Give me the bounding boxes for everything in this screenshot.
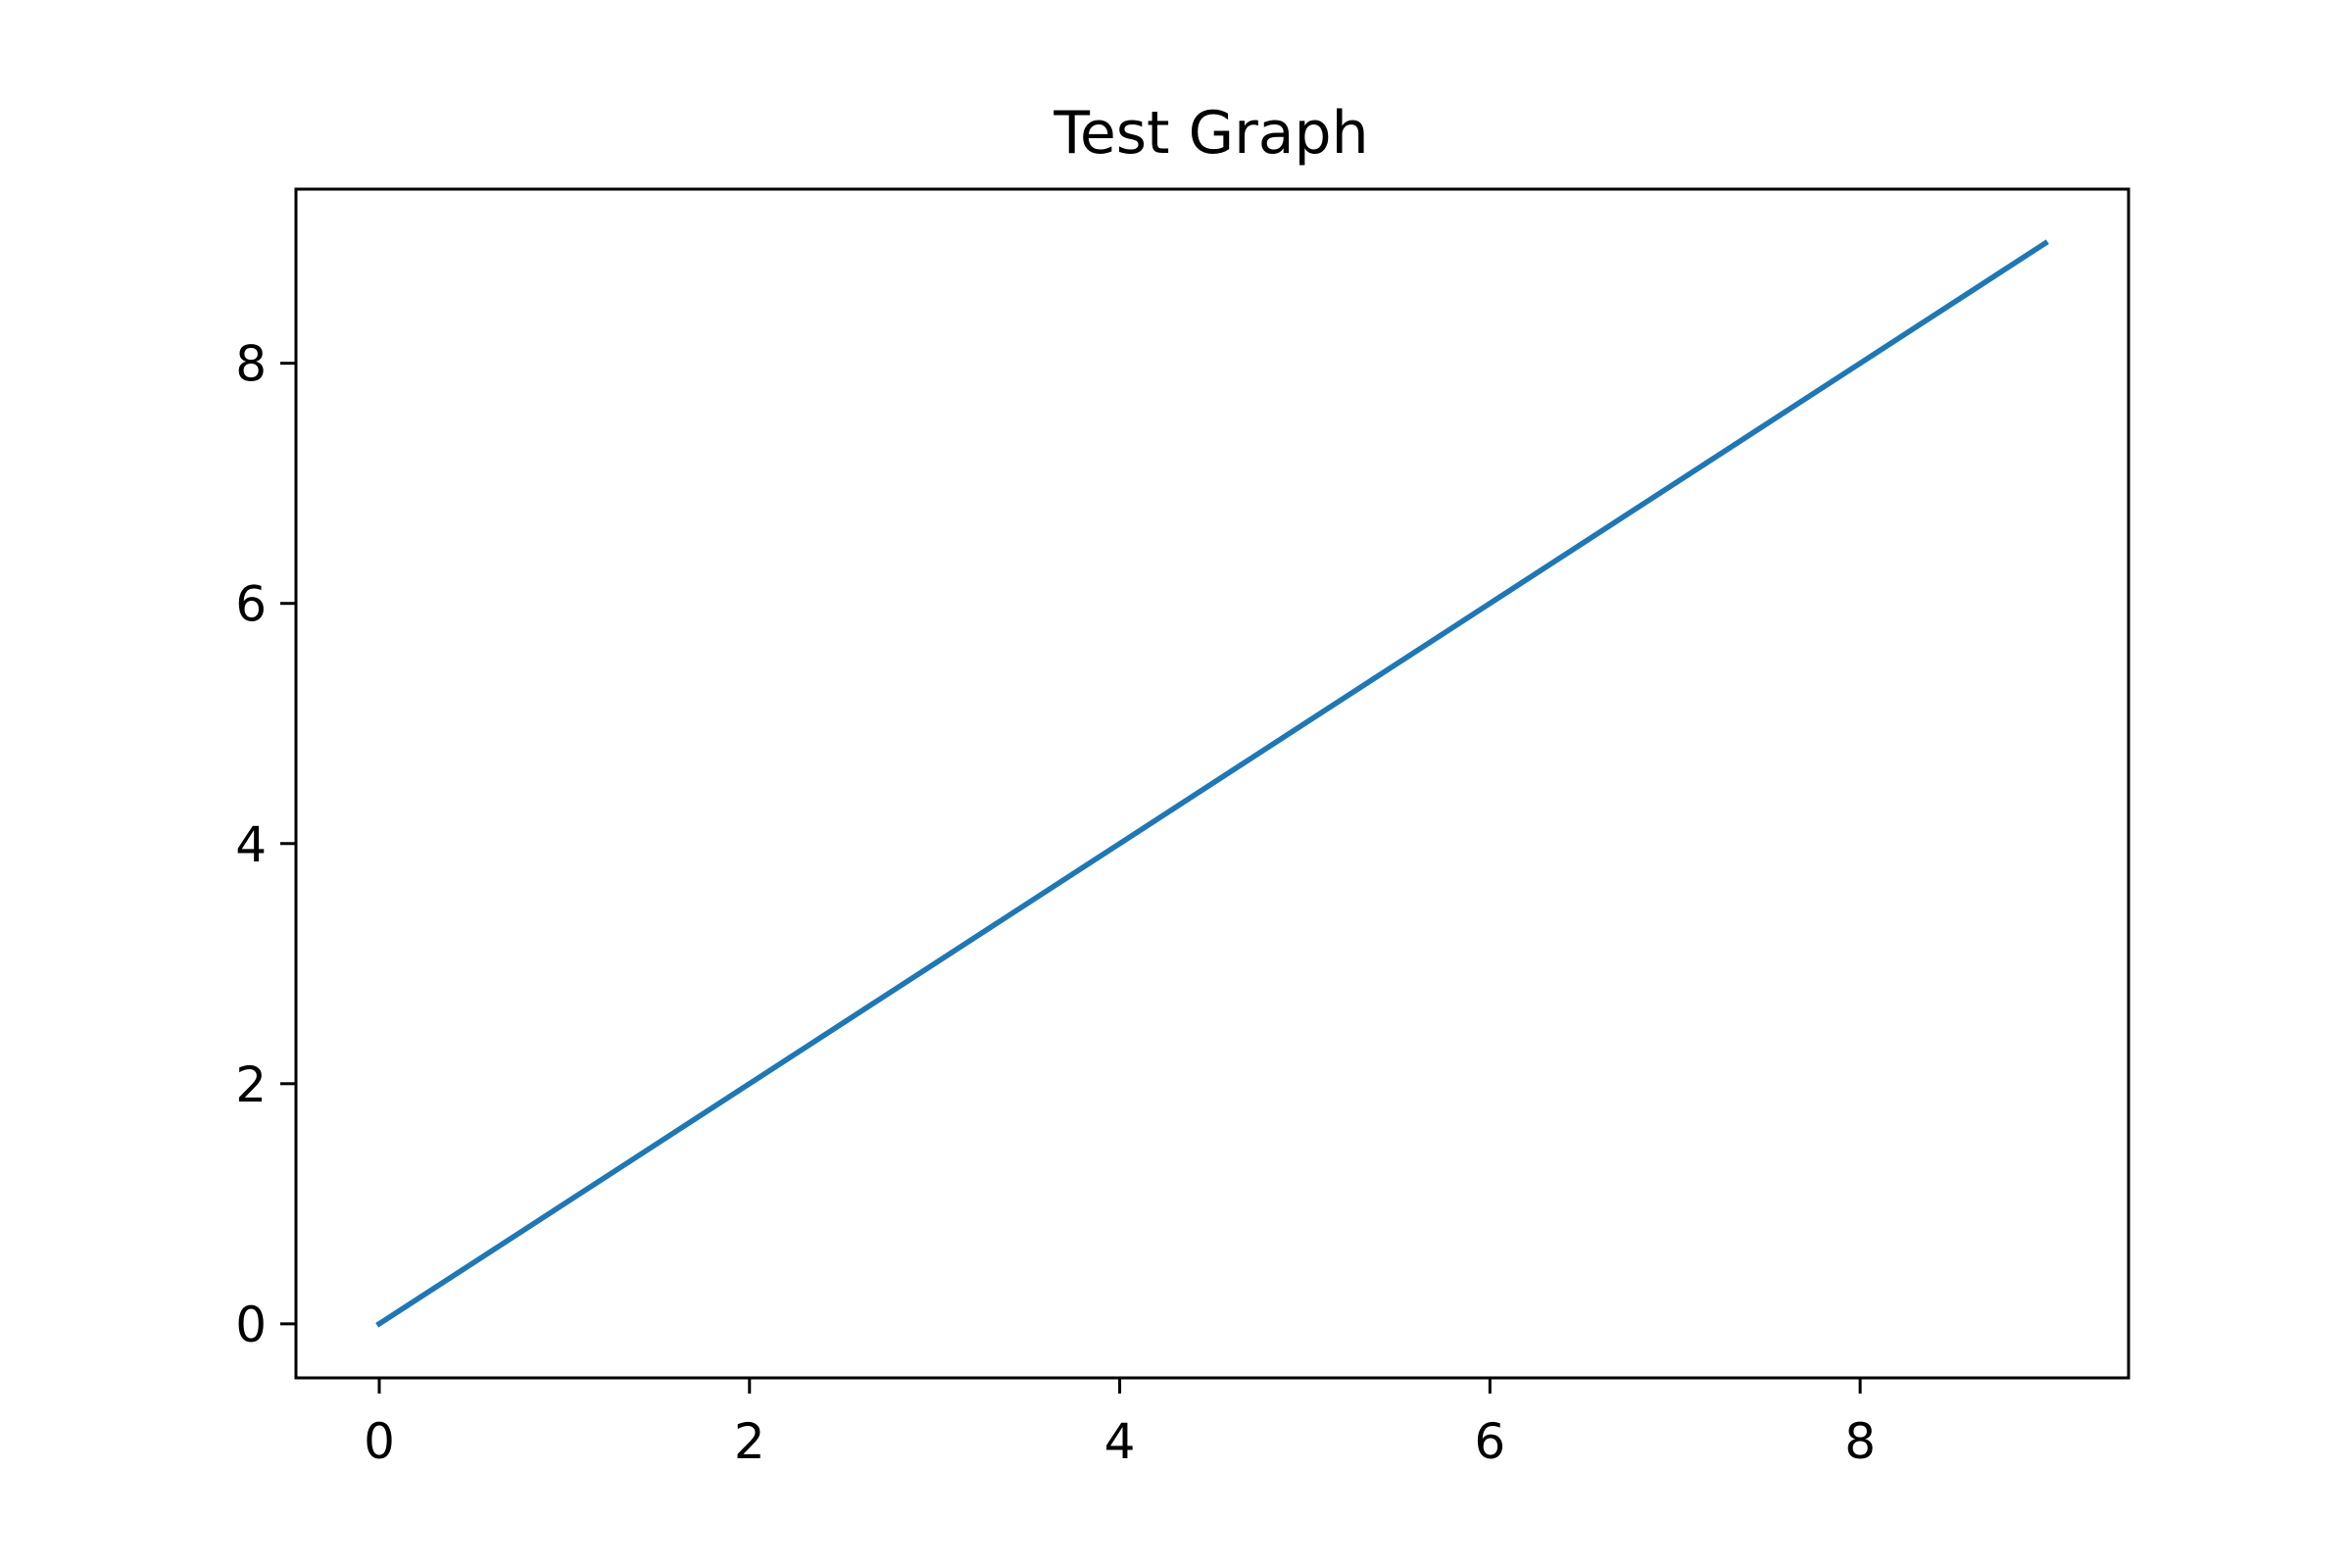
y-tick-label-0: 0 (235, 1297, 267, 1353)
x-tick-label-1: 2 (734, 1413, 765, 1470)
y-tick-label-4: 8 (235, 336, 267, 393)
series-line-0 (375, 239, 2049, 1328)
plot-area (375, 239, 2049, 1328)
y-tick-label-1: 2 (235, 1056, 267, 1113)
x-tick-label-2: 4 (1104, 1413, 1136, 1470)
y-tick-label-3: 6 (235, 576, 267, 633)
x-tick-label-4: 8 (1844, 1413, 1876, 1470)
axes-frame (294, 187, 2131, 1380)
chart-title: Test Graph (1053, 99, 1368, 168)
x-tick-label-3: 6 (1474, 1413, 1505, 1470)
axes: 0 2 4 6 8 0 2 4 6 8 (235, 187, 2131, 1470)
x-tick-label-0: 0 (364, 1413, 395, 1470)
y-tick-label-2: 4 (235, 816, 267, 873)
